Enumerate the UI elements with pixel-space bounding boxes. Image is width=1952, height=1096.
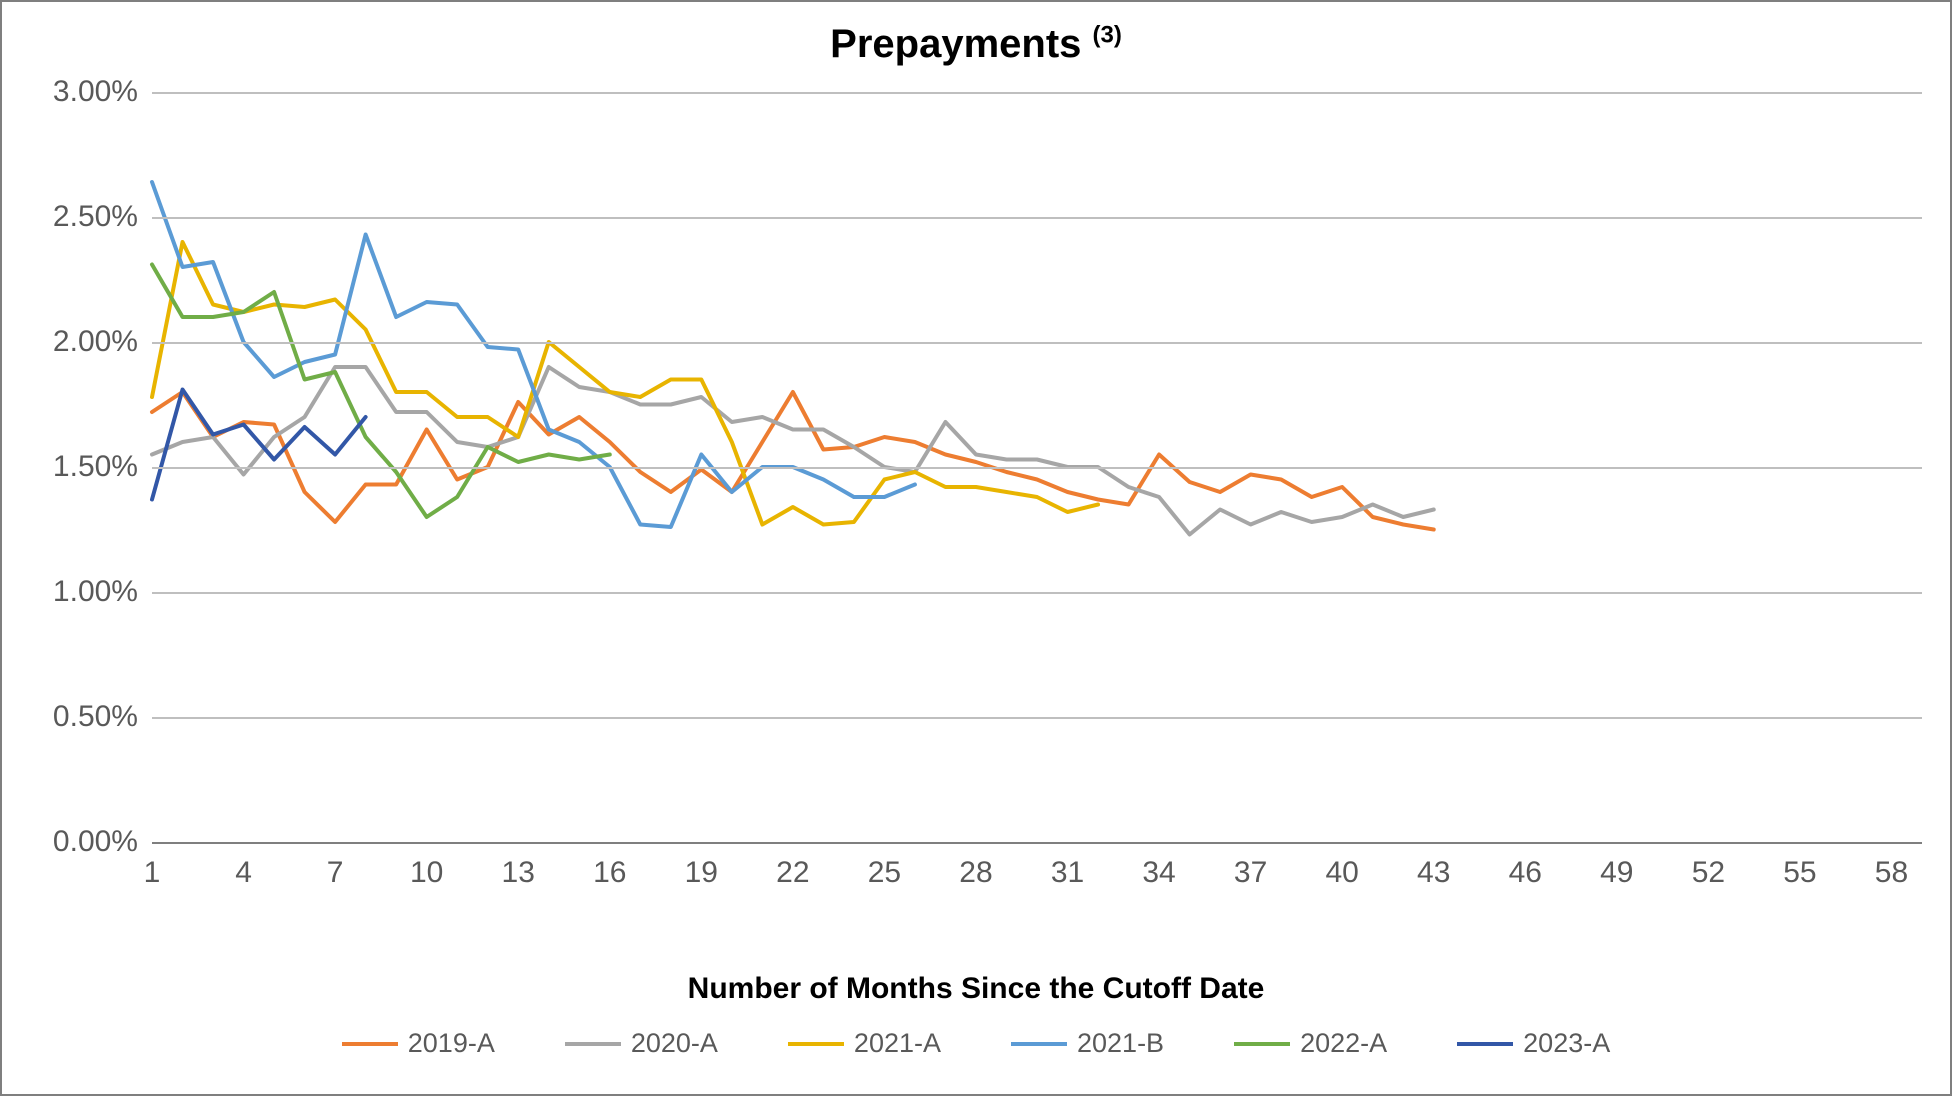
x-tick-label: 4 <box>235 842 252 890</box>
y-tick-label: 2.50% <box>53 200 152 234</box>
gridline <box>152 592 1922 594</box>
legend-swatch <box>1457 1042 1513 1046</box>
gridline <box>152 92 1922 94</box>
legend-swatch <box>342 1042 398 1046</box>
legend-item: 2022-A <box>1234 1028 1387 1059</box>
y-tick-label: 2.00% <box>53 325 152 359</box>
x-tick-label: 43 <box>1417 842 1450 890</box>
legend-item: 2023-A <box>1457 1028 1610 1059</box>
x-tick-label: 1 <box>144 842 161 890</box>
gridline <box>152 342 1922 344</box>
x-tick-label: 49 <box>1600 842 1633 890</box>
legend-label: 2020-A <box>631 1028 718 1059</box>
legend-label: 2022-A <box>1300 1028 1387 1059</box>
legend-item: 2019-A <box>342 1028 495 1059</box>
y-tick-label: 3.00% <box>53 75 152 109</box>
legend-item: 2020-A <box>565 1028 718 1059</box>
x-tick-label: 28 <box>959 842 992 890</box>
x-tick-label: 46 <box>1509 842 1542 890</box>
y-tick-label: 0.50% <box>53 700 152 734</box>
legend-swatch <box>788 1042 844 1046</box>
chart-title: Prepayments (3) <box>830 22 1122 66</box>
legend-label: 2021-B <box>1077 1028 1164 1059</box>
x-tick-label: 52 <box>1692 842 1725 890</box>
legend-swatch <box>1011 1042 1067 1046</box>
y-tick-label: 0.00% <box>53 825 152 859</box>
x-tick-label: 7 <box>327 842 344 890</box>
x-tick-label: 58 <box>1875 842 1908 890</box>
gridline <box>152 467 1922 469</box>
x-axis-title: Number of Months Since the Cutoff Date <box>2 972 1950 1006</box>
legend-item: 2021-A <box>788 1028 941 1059</box>
legend-swatch <box>565 1042 621 1046</box>
legend-label: 2023-A <box>1523 1028 1610 1059</box>
legend-swatch <box>1234 1042 1290 1046</box>
x-tick-label: 25 <box>868 842 901 890</box>
x-tick-label: 40 <box>1325 842 1358 890</box>
x-tick-label: 19 <box>685 842 718 890</box>
plot-area: 0.00%0.50%1.00%1.50%2.00%2.50%3.00%14710… <box>152 92 1922 842</box>
x-tick-label: 34 <box>1142 842 1175 890</box>
x-tick-label: 37 <box>1234 842 1267 890</box>
legend-label: 2021-A <box>854 1028 941 1059</box>
legend: 2019-A 2020-A 2021-A 2021-B 2022-A 2023-A <box>2 1028 1950 1059</box>
gridline <box>152 717 1922 719</box>
legend-label: 2019-A <box>408 1028 495 1059</box>
gridline <box>152 217 1922 219</box>
series-line <box>152 242 1098 525</box>
x-tick-label: 22 <box>776 842 809 890</box>
x-tick-label: 10 <box>410 842 443 890</box>
x-tick-label: 55 <box>1783 842 1816 890</box>
x-tick-label: 31 <box>1051 842 1084 890</box>
x-tick-label: 13 <box>502 842 535 890</box>
y-tick-label: 1.50% <box>53 450 152 484</box>
series-line <box>152 390 366 500</box>
chart-container: Prepayments (3) 0.00%0.50%1.00%1.50%2.00… <box>0 0 1952 1096</box>
x-tick-label: 16 <box>593 842 626 890</box>
series-line <box>152 182 915 527</box>
y-tick-label: 1.00% <box>53 575 152 609</box>
chart-title-wrap: Prepayments (3) <box>2 22 1950 67</box>
legend-item: 2021-B <box>1011 1028 1164 1059</box>
